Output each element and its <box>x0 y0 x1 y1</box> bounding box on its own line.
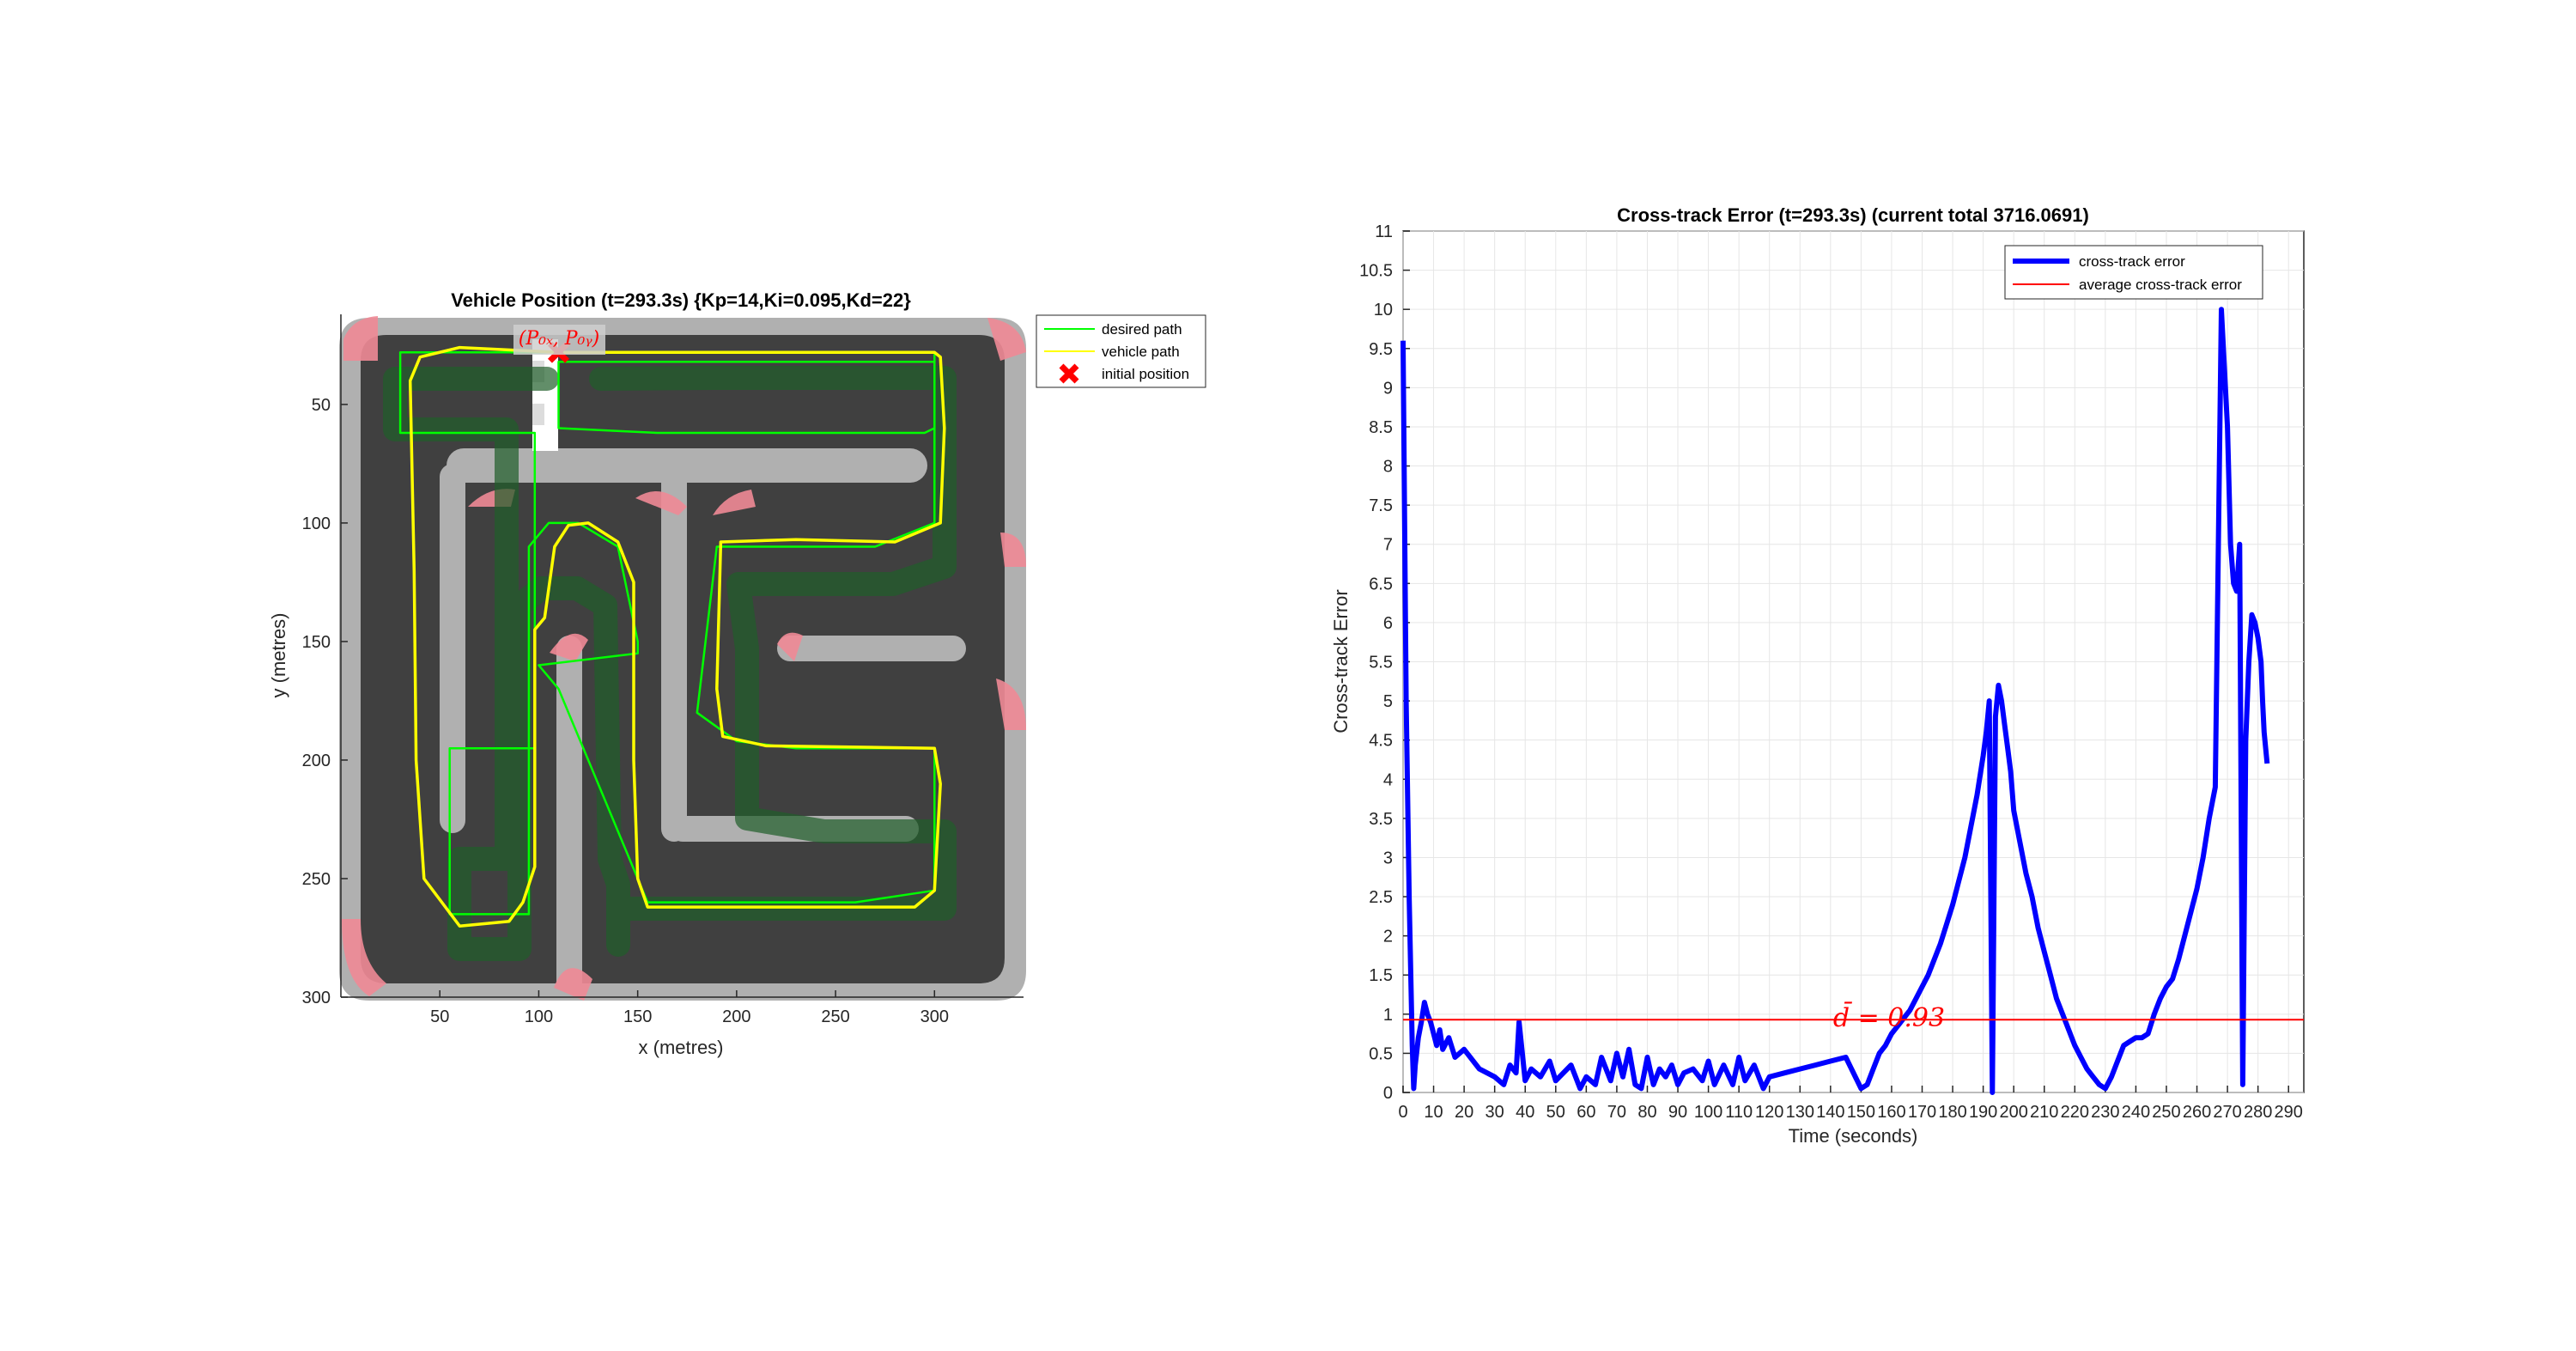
right-ytick-label: 5.5 <box>1369 654 1393 672</box>
right-x-label: Time (seconds) <box>1789 1125 1918 1147</box>
right-ytick-label: 7 <box>1383 536 1393 555</box>
right-xtick-label: 290 <box>2275 1103 2303 1122</box>
right-ytick-label: 0.5 <box>1369 1044 1393 1063</box>
right-xtick-label: 100 <box>1694 1103 1722 1122</box>
right-xtick-label: 170 <box>1908 1103 1936 1122</box>
right-ytick-label: 6.5 <box>1369 575 1393 593</box>
right-xtick-label: 150 <box>1847 1103 1875 1122</box>
left-y-label: y (metres) <box>268 613 289 698</box>
initial-position-annotation: (P₀ₓ, P₀ᵧ) <box>519 328 600 350</box>
left-xtick-label: 200 <box>722 1007 750 1026</box>
right-ytick-label: 10.5 <box>1359 262 1393 281</box>
right-ytick-label: 8.5 <box>1369 418 1393 437</box>
left-ytick-label: 50 <box>312 396 331 415</box>
right-xtick-label: 130 <box>1786 1103 1814 1122</box>
desired-path-line <box>398 350 936 916</box>
right-grid <box>1402 230 2304 1093</box>
right-ytick-label: 4.5 <box>1369 732 1393 751</box>
race-track-image <box>339 314 1026 1001</box>
left-ytick-label: 250 <box>302 870 331 889</box>
right-y-label: Cross-track Error <box>1330 589 1352 733</box>
cross-track-error-line <box>1400 307 2270 1095</box>
right-ytick-label: 4 <box>1383 770 1393 789</box>
left-ytick-label: 100 <box>302 514 331 533</box>
right-ytick-label: 9 <box>1383 379 1393 398</box>
left-ytick-label: 300 <box>302 989 331 1007</box>
right-xtick-label: 250 <box>2152 1103 2180 1122</box>
right-axis-ticks: 0 10 20 30 40 50 60 70 80 90 100 110 120 130 140 150 160… <box>1359 222 2303 1122</box>
right-ytick-label: 10 <box>1374 301 1393 319</box>
right-xtick-label: 40 <box>1516 1103 1534 1122</box>
left-x-label: x (metres) <box>639 1037 724 1058</box>
right-xtick-label: 50 <box>1546 1103 1565 1122</box>
right-ytick-label: 1 <box>1383 1006 1393 1025</box>
cross-track-error-title: Cross-track Error (t=293.3s) (current to… <box>1617 204 2089 226</box>
right-xtick-label: 280 <box>2244 1103 2272 1122</box>
right-ytick-label: 2 <box>1383 928 1393 946</box>
right-ytick-label: 11 <box>1375 222 1393 241</box>
right-xtick-label: 230 <box>2091 1103 2119 1122</box>
right-xtick-label: 80 <box>1637 1103 1656 1122</box>
right-ytick-label: 6 <box>1383 614 1393 633</box>
left-xtick-label: 100 <box>525 1007 553 1026</box>
right-xtick-label: 180 <box>1938 1103 1966 1122</box>
left-legend: desired path vehicle path initial positi… <box>1036 314 1206 388</box>
left-xtick-label: 50 <box>430 1007 449 1026</box>
right-xtick-label: 190 <box>1969 1103 1997 1122</box>
left-ytick-label: 200 <box>302 752 331 770</box>
cross-track-error-plot: Cross-track Error (t=293.3s) (current to… <box>1330 204 2305 1147</box>
right-ytick-label: 9.5 <box>1369 340 1393 359</box>
right-xtick-label: 110 <box>1725 1103 1753 1122</box>
legend-initial-position-marker <box>1059 363 1079 384</box>
left-axis-ticks: 50 100 150 200 250 300 50 100 150 200 250 300 <box>302 396 949 1026</box>
right-xtick-label: 140 <box>1816 1103 1844 1122</box>
initial-position-label-box <box>513 325 605 355</box>
right-ytick-label: 7.5 <box>1369 496 1393 515</box>
left-xtick-label: 250 <box>821 1007 849 1026</box>
right-ytick-label: 1.5 <box>1369 966 1393 985</box>
right-xtick-label: 260 <box>2183 1103 2211 1122</box>
right-ytick-label: 0 <box>1383 1084 1393 1103</box>
right-xtick-label: 10 <box>1424 1103 1443 1122</box>
right-xtick-label: 30 <box>1485 1103 1504 1122</box>
right-xtick-label: 220 <box>2061 1103 2089 1122</box>
right-xtick-label: 60 <box>1577 1103 1595 1122</box>
vehicle-position-title: Vehicle Position (t=293.3s) {Kp=14,Ki=0.… <box>451 289 911 311</box>
vehicle-position-plot: Vehicle Position (t=293.3s) {Kp=14,Ki=0.… <box>268 289 1206 1058</box>
left-xtick-label: 300 <box>920 1007 949 1026</box>
legend-vehicle-path: vehicle path <box>1102 344 1180 360</box>
legend-desired-path: desired path <box>1102 321 1182 338</box>
right-xtick-label: 210 <box>2030 1103 2058 1122</box>
legend-initial-position: initial position <box>1102 366 1189 382</box>
average-error-annotation: d̄ = 0.93 <box>1833 1001 1945 1033</box>
right-xtick-label: 20 <box>1455 1103 1473 1122</box>
right-xtick-label: 70 <box>1607 1103 1626 1122</box>
right-legend: cross-track error average cross-track er… <box>2004 245 2263 300</box>
right-ytick-label: 3.5 <box>1369 810 1393 829</box>
right-xtick-label: 0 <box>1398 1103 1407 1122</box>
right-xtick-label: 240 <box>2122 1103 2150 1122</box>
right-ytick-label: 3 <box>1383 849 1393 867</box>
right-ytick-label: 8 <box>1383 458 1393 477</box>
legend-average-cross-track-error: average cross-track error <box>2079 277 2242 293</box>
right-series <box>1400 307 2304 1095</box>
right-xtick-label: 90 <box>1668 1103 1687 1122</box>
right-xtick-label: 160 <box>1877 1103 1905 1122</box>
right-ytick-label: 2.5 <box>1369 888 1393 907</box>
legend-cross-track-error: cross-track error <box>2079 253 2185 270</box>
left-ytick-label: 150 <box>302 633 331 652</box>
right-xtick-label: 200 <box>1999 1103 2027 1122</box>
right-xtick-label: 270 <box>2213 1103 2241 1122</box>
right-ytick-label: 5 <box>1383 692 1393 711</box>
vehicle-path-line <box>408 345 946 928</box>
right-xtick-label: 120 <box>1755 1103 1783 1122</box>
left-xtick-label: 150 <box>623 1007 652 1026</box>
